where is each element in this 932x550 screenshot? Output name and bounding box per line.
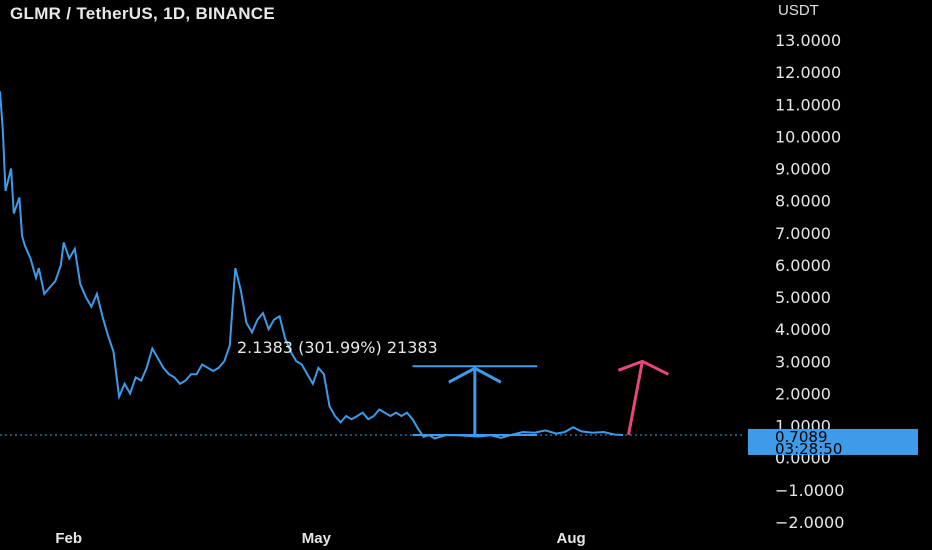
x-tick-label: Aug — [557, 530, 586, 547]
y-tick-label: 12.0000 — [775, 63, 841, 82]
projection-arrow-line — [627, 361, 644, 436]
last-price-countdown: 03:28:50 — [775, 440, 842, 458]
y-tick-label: 7.0000 — [775, 224, 831, 243]
measure-label: 2.1383 (301.99%) 21383 — [237, 338, 438, 357]
x-tick-label: May — [302, 530, 332, 547]
y-tick-label: 11.0000 — [775, 95, 841, 114]
chart-title: GLMR / TetherUS, 1D, BINANCE — [10, 4, 275, 23]
y-tick-label: 2.0000 — [775, 384, 831, 403]
projection-arrow-head — [617, 359, 670, 376]
price-unit-label: USDT — [778, 2, 819, 19]
projection-arrow[interactable] — [617, 359, 670, 436]
x-axis: Feb May Aug — [55, 530, 585, 547]
price-range-measure[interactable]: 2.1383 (301.99%) 21383 — [237, 338, 538, 436]
y-tick-label: 6.0000 — [775, 256, 831, 275]
price-series-line — [0, 91, 624, 440]
y-tick-label: 4.0000 — [775, 320, 831, 339]
y-tick-label: 10.0000 — [775, 127, 841, 146]
y-tick-label: 13.0000 — [775, 31, 841, 50]
measure-arrow-head — [448, 366, 502, 384]
y-tick-label: −2.0000 — [775, 513, 844, 532]
y-tick-label: 5.0000 — [775, 288, 831, 307]
y-tick-label: 3.0000 — [775, 352, 831, 371]
x-tick-label: Feb — [55, 530, 82, 547]
y-tick-label: 9.0000 — [775, 160, 831, 179]
y-tick-label: 8.0000 — [775, 192, 831, 211]
last-price-value: 0.7089 — [775, 428, 828, 446]
y-tick-label: −1.0000 — [775, 481, 844, 500]
last-price-badge-bg — [748, 428, 918, 455]
